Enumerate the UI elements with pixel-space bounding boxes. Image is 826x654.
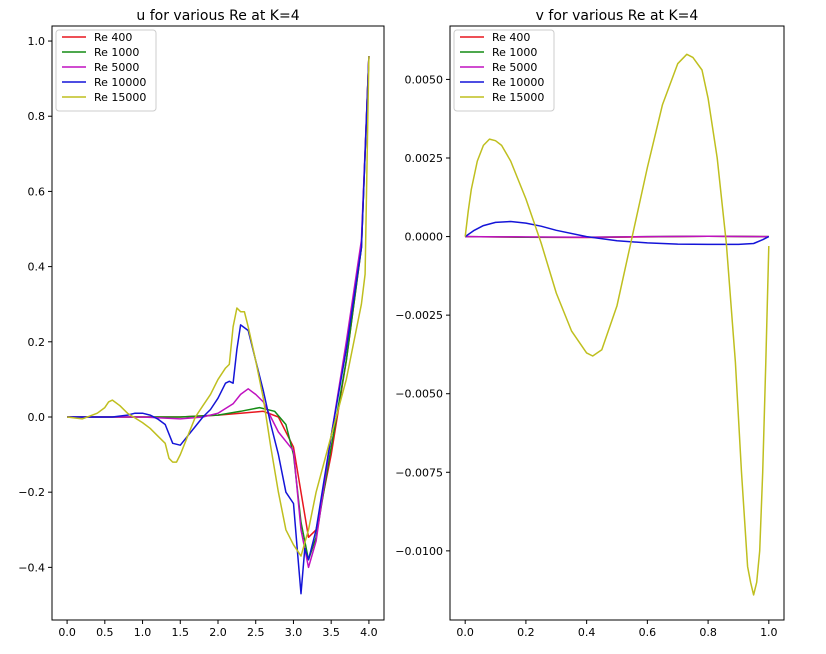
v-legend-label-3: Re 10000 <box>492 76 544 89</box>
v-y-tick-label: 0.0050 <box>405 73 444 86</box>
v-series-line-2 <box>465 235 769 238</box>
v-legend-label-1: Re 1000 <box>492 46 537 59</box>
v-y-tick-label: 0.0025 <box>405 152 444 165</box>
u-y-tick-label: 0.0 <box>28 411 46 424</box>
v-x-tick-label: 0.6 <box>639 626 657 639</box>
u-series-line-4 <box>67 56 370 557</box>
u-legend-label-0: Re 400 <box>94 31 132 44</box>
v-x-tick-label: 0.2 <box>517 626 535 639</box>
v-y-tick-label: −0.0025 <box>395 309 443 322</box>
u-x-tick-label: 1.5 <box>172 626 190 639</box>
u-legend-label-2: Re 5000 <box>94 61 139 74</box>
v-legend-label-4: Re 15000 <box>492 91 544 104</box>
u-x-tick-label: 1.0 <box>134 626 152 639</box>
v-chart: v for various Re at K=4 0.0 0.2 0.4 0.6 0.8 1… <box>395 8 785 639</box>
u-x-tick-label: 3.0 <box>285 626 303 639</box>
v-series-line-3 <box>464 220 770 246</box>
v-axes-frame <box>449 25 785 621</box>
v-x-tick-label: 0.4 <box>578 626 596 639</box>
v-legend <box>453 29 555 112</box>
u-chart-title: u for various Re at K=4 <box>136 8 299 24</box>
u-axes-frame <box>51 25 385 621</box>
u-y-tick-label: 0.8 <box>28 110 46 123</box>
v-legend-label-0: Re 400 <box>492 31 530 44</box>
v-y-tick-label: 0.0000 <box>405 231 444 244</box>
u-x-tick-label: 2.5 <box>247 626 265 639</box>
u-legend <box>55 29 157 112</box>
u-chart: u for various Re at K=4 0.0 0.5 1.0 1.5 2.0 2… <box>18 8 385 639</box>
u-x-tick-label: 3.5 <box>322 626 340 639</box>
v-y-tick-label: −0.0100 <box>395 545 443 558</box>
u-y-tick-label: −0.4 <box>18 561 45 574</box>
u-series-line-2 <box>67 56 370 569</box>
v-chart-title: v for various Re at K=4 <box>536 8 699 24</box>
u-legend-label-3: Re 10000 <box>94 76 146 89</box>
v-series-line-4 <box>464 53 770 596</box>
u-x-tick-label: 2.0 <box>209 626 227 639</box>
u-x-tick-label: 4.0 <box>360 626 378 639</box>
u-y-tick-label: −0.2 <box>18 486 45 499</box>
v-x-tick-label: 0.8 <box>699 626 717 639</box>
u-y-tick-label: 0.6 <box>28 185 46 198</box>
v-x-tick-label: 1.0 <box>760 626 778 639</box>
u-x-tick-label: 0.5 <box>96 626 114 639</box>
u-legend-label-4: Re 15000 <box>94 91 146 104</box>
v-y-tick-label: −0.0075 <box>395 466 443 479</box>
v-y-tick-label: −0.0050 <box>395 388 443 401</box>
v-x-tick-label: 0.0 <box>456 626 474 639</box>
u-series-line-3 <box>67 56 370 595</box>
u-x-tick-label: 0.0 <box>58 626 76 639</box>
u-y-tick-label: 0.2 <box>28 336 46 349</box>
u-y-tick-label: 1.0 <box>28 35 46 48</box>
u-y-tick-label: 0.4 <box>28 261 46 274</box>
v-legend-label-2: Re 5000 <box>492 61 537 74</box>
u-legend-label-1: Re 1000 <box>94 46 139 59</box>
